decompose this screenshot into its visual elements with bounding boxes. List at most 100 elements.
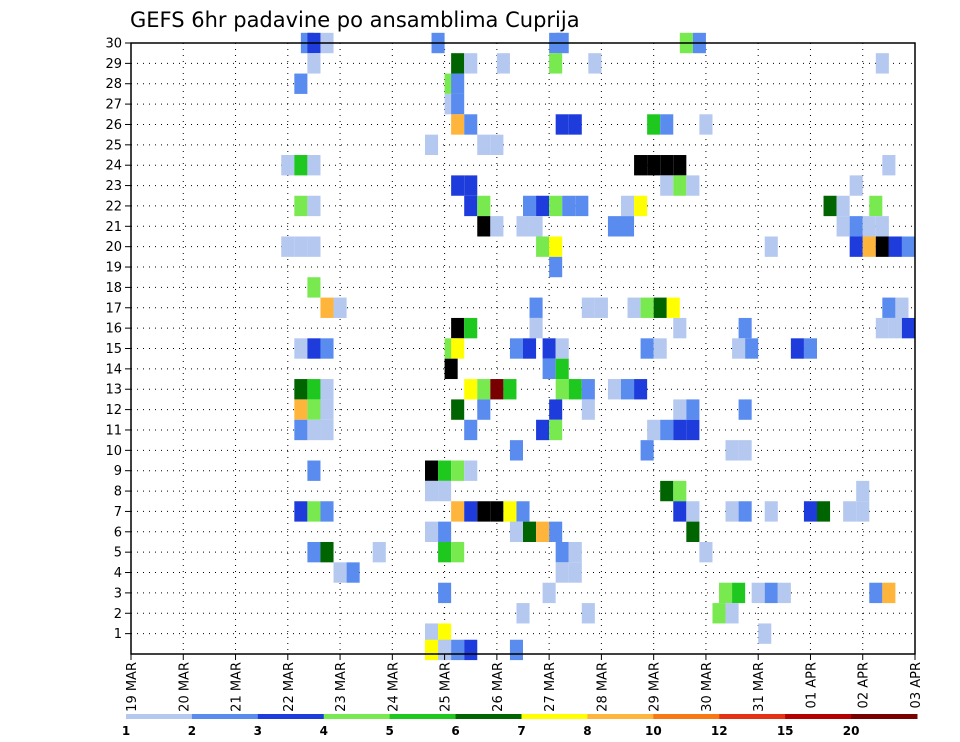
heatmap-cell [549, 419, 563, 441]
heatmap-cell [895, 297, 909, 318]
y-axis-ticks: 1234567891011121314151617181920212223242… [105, 37, 131, 642]
heatmap-cell [875, 216, 889, 237]
legend-label: 15 [777, 724, 794, 738]
heatmap-cell [686, 501, 700, 522]
heatmap-cell [451, 53, 465, 74]
heatmap-cell [738, 317, 752, 339]
heatmap-cell [509, 521, 523, 542]
heatmap-cell [660, 419, 674, 441]
heatmap-cell [438, 639, 452, 661]
y-tick-label: 24 [105, 159, 122, 174]
heatmap-cell [320, 419, 334, 441]
heatmap-cell [621, 379, 635, 400]
heatmap-cell [438, 521, 452, 542]
heatmap-cell [516, 216, 530, 237]
heatmap-cells [281, 32, 915, 661]
heatmap-cell [477, 134, 491, 156]
heatmap-cell [464, 419, 478, 441]
heatmap-cell [673, 419, 687, 441]
heatmap-cell [451, 73, 465, 94]
heatmap-cell [523, 195, 537, 217]
heatmap-cell [803, 501, 817, 522]
heatmap-cell [869, 582, 883, 604]
heatmap-cell [725, 603, 739, 624]
heatmap-cell [516, 501, 530, 522]
heatmap-cell [307, 541, 321, 563]
heatmap-cell [438, 480, 452, 502]
heatmap-cell [320, 338, 334, 359]
heatmap-cell [751, 582, 765, 604]
x-tick-label: 22 MAR [282, 662, 297, 712]
heatmap-cell [673, 501, 687, 522]
x-tick-label: 03 APR [909, 662, 924, 708]
heatmap-cell [490, 379, 504, 400]
legend-label: 3 [254, 724, 262, 738]
y-tick-label: 10 [105, 444, 122, 459]
heatmap-cell [699, 114, 713, 135]
heatmap-cell [849, 236, 863, 257]
heatmap-cell [803, 338, 817, 359]
heatmap-cell [875, 236, 889, 257]
y-tick-label: 7 [114, 505, 122, 520]
heatmap-cell [607, 379, 621, 400]
heatmap-cell [477, 216, 491, 237]
y-tick-label: 21 [105, 220, 122, 235]
heatmap-cell [307, 501, 321, 522]
heatmap-cell [588, 53, 602, 74]
heatmap-cell [640, 338, 654, 359]
heatmap-cell [294, 419, 308, 441]
x-tick-label: 25 MAR [439, 662, 454, 712]
heatmap-cell [836, 195, 850, 217]
legend-label: 4 [320, 724, 328, 738]
heatmap-cell [294, 379, 308, 400]
y-tick-label: 8 [114, 485, 122, 500]
heatmap-cell [732, 338, 746, 359]
heatmap-cell [496, 53, 510, 74]
legend-color-segment [521, 714, 588, 719]
heatmap-cell [425, 134, 439, 156]
heatmap-cell [660, 480, 674, 502]
x-tick-label: 02 APR [857, 662, 872, 708]
heatmap-cell [451, 317, 465, 339]
heatmap-cell [764, 582, 778, 604]
heatmap-cell [294, 338, 308, 359]
heatmap-cell [634, 379, 648, 400]
heatmap-cell [836, 216, 850, 237]
heatmap-cell [372, 541, 386, 563]
heatmap-cell [758, 623, 772, 644]
heatmap-cell [581, 297, 595, 318]
heatmap-cell [568, 379, 582, 400]
heatmap-cell [849, 216, 863, 237]
heatmap-cell [451, 338, 465, 359]
heatmap-cell [294, 155, 308, 176]
legend-label: 12 [711, 724, 728, 738]
x-tick-label: 29 MAR [648, 662, 663, 712]
heatmap-cell [875, 53, 889, 74]
heatmap-cell [549, 236, 563, 257]
y-tick-label: 27 [105, 98, 122, 113]
legend-color-segment [191, 714, 259, 719]
heatmap-cell [529, 317, 543, 339]
heatmap-cell [549, 195, 563, 217]
heatmap-cell [555, 562, 569, 583]
heatmap-cell [477, 399, 491, 420]
heatmap-cell [307, 399, 321, 420]
heatmap-cell [634, 195, 648, 217]
y-tick-label: 3 [114, 586, 122, 601]
legend-label: 8 [583, 724, 591, 738]
heatmap-cell [745, 338, 759, 359]
heatmap-cell [856, 501, 870, 522]
heatmap-cell [477, 379, 491, 400]
heatmap-cell [464, 460, 478, 481]
heatmap-cell [817, 501, 831, 522]
heatmap-cell [529, 216, 543, 237]
heatmap-cell [888, 317, 902, 339]
heatmap-cell [634, 155, 648, 176]
x-tick-label: 27 MAR [543, 662, 558, 712]
heatmap-cell [594, 297, 608, 318]
heatmap-cell [568, 114, 582, 135]
heatmap-cell [542, 582, 556, 604]
heatmap-cell [653, 297, 667, 318]
heatmap-cell [568, 541, 582, 563]
heatmap-cell [875, 317, 889, 339]
